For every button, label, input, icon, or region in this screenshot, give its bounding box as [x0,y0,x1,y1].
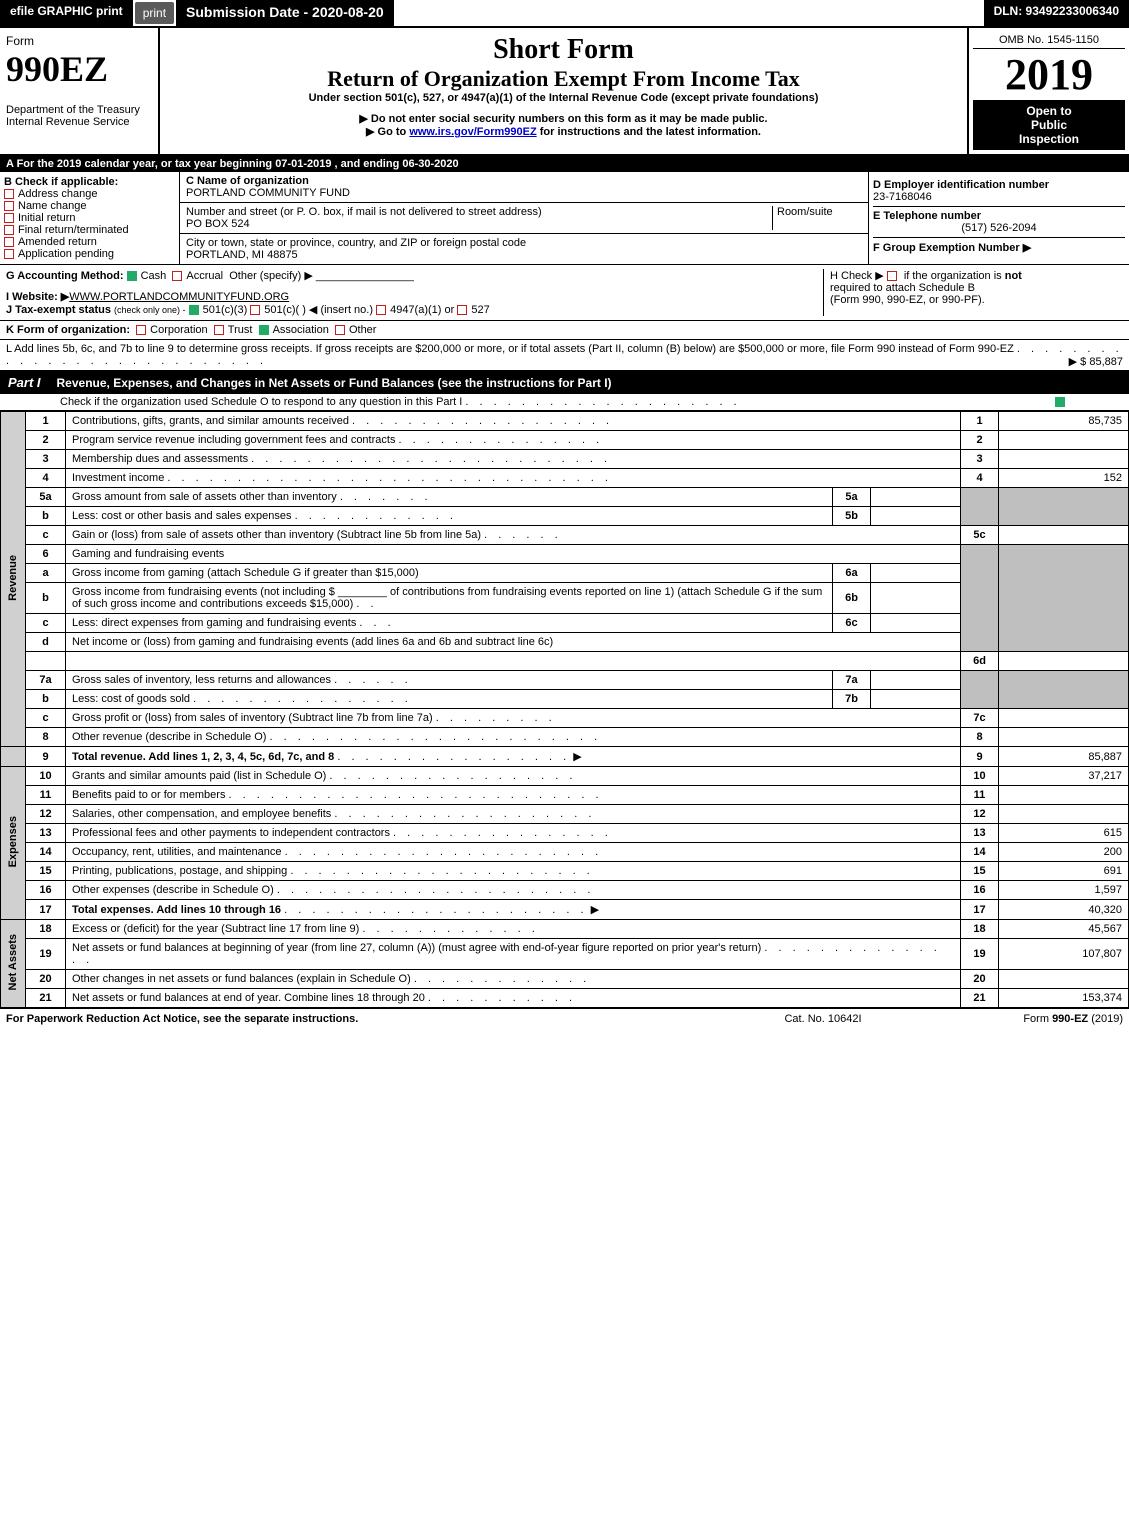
b-header: B Check if applicable: [4,176,175,188]
form-word: Form [6,34,152,48]
line-14-amt: 200 [999,843,1129,862]
under-section: Under section 501(c), 527, or 4947(a)(1)… [166,92,961,104]
c-street-label: Number and street (or P. O. box, if mail… [186,206,772,218]
section-a: A For the 2019 calendar year, or tax yea… [0,156,1129,172]
line-16-amt: 1,597 [999,881,1129,900]
form-number: 990EZ [6,48,152,90]
footer-left: For Paperwork Reduction Act Notice, see … [6,1013,723,1025]
return-title: Return of Organization Exempt From Incom… [166,66,961,92]
print-button[interactable]: print [135,2,174,24]
inspect-2: Public [977,118,1121,132]
l-amount: ▶ $ 85,887 [1069,355,1123,368]
chk-not-required[interactable] [887,271,897,281]
chk-cash[interactable] [127,271,137,281]
side-expenses: Expenses [1,767,26,920]
k-form-of-org: K Form of organization: Corporation Trus… [0,321,1129,340]
chk-527[interactable] [457,305,467,315]
line-15-amt: 691 [999,862,1129,881]
i-website: I Website: ▶WWW.PORTLANDCOMMUNITYFUND.OR… [6,290,823,303]
h-schedule-b: H Check ▶ if the organization is not req… [823,269,1123,316]
chk-assoc[interactable] [259,325,269,335]
tax-year: 2019 [973,49,1125,100]
line-13-amt: 615 [999,824,1129,843]
top-bar: efile GRAPHIC print print Submission Dat… [0,0,1129,28]
chk-name-change[interactable]: Name change [4,200,175,212]
g-accounting: G Accounting Method: Cash Accrual Other … [6,269,823,282]
side-revenue: Revenue [1,412,26,747]
chk-amended-return[interactable]: Amended return [4,236,175,248]
inspect-3: Inspection [977,132,1121,146]
c-city-label: City or town, state or province, country… [186,237,862,249]
e-tel: (517) 526-2094 [873,222,1125,234]
footer-cat: Cat. No. 10642I [723,1013,923,1025]
org-name: PORTLAND COMMUNITY FUND [186,187,862,199]
chk-501c[interactable] [250,305,260,315]
omb-number: OMB No. 1545-1150 [973,32,1125,49]
e-tel-label: E Telephone number [873,210,1125,222]
part-1-header: Part I Revenue, Expenses, and Changes in… [0,371,1129,394]
org-street: PO BOX 524 [186,218,772,230]
line-17-amt: 40,320 [999,900,1129,920]
irs-link[interactable]: www.irs.gov/Form990EZ [409,126,536,138]
chk-corp[interactable] [136,325,146,335]
chk-other-org[interactable] [335,325,345,335]
open-public-inspection: Open to Public Inspection [973,100,1125,150]
chk-schedule-o[interactable] [1055,397,1065,407]
submission-date: Submission Date - 2020-08-20 [176,0,394,26]
line-1-amt: 85,735 [999,412,1129,431]
c-room-label: Room/suite [777,206,862,218]
chk-501c3[interactable] [189,305,199,315]
chk-4947[interactable] [376,305,386,315]
line-9-amt: 85,887 [999,747,1129,767]
chk-initial-return[interactable]: Initial return [4,212,175,224]
c-name-label: C Name of organization [186,175,862,187]
section-b-thru-f: B Check if applicable: Address change Na… [0,172,1129,265]
line-4-amt: 152 [999,469,1129,488]
efile-label: efile GRAPHIC print [0,0,133,26]
d-ein-label: D Employer identification number [873,179,1125,191]
dept-line-2: Internal Revenue Service [6,116,152,128]
line-19-amt: 107,807 [999,939,1129,970]
side-net-assets: Net Assets [1,920,26,1008]
chk-final-return[interactable]: Final return/terminated [4,224,175,236]
line-10-amt: 37,217 [999,767,1129,786]
org-city: PORTLAND, MI 48875 [186,249,862,261]
form-header: Form 990EZ Department of the Treasury In… [0,28,1129,156]
part-1-sub: Check if the organization used Schedule … [0,394,1129,411]
f-group-label: F Group Exemption Number ▶ [873,241,1125,254]
goto-suffix: for instructions and the latest informat… [537,126,761,138]
main-table: Revenue 1Contributions, gifts, grants, a… [0,411,1129,1008]
chk-address-change[interactable]: Address change [4,188,175,200]
chk-application-pending[interactable]: Application pending [4,248,175,260]
page-footer: For Paperwork Reduction Act Notice, see … [0,1008,1129,1029]
goto-prefix: Go to [378,126,410,138]
line-21-amt: 153,374 [999,989,1129,1008]
dept-line-1: Department of the Treasury [6,104,152,116]
goto-line: ▶ Go to www.irs.gov/Form990EZ for instru… [166,125,961,138]
footer-right: Form 990-EZ (2019) [923,1013,1123,1025]
short-form-title: Short Form [166,34,961,66]
inspect-1: Open to [977,104,1121,118]
d-ein: 23-7168046 [873,191,1125,203]
website-url[interactable]: WWW.PORTLANDCOMMUNITYFUND.ORG [69,291,289,303]
chk-accrual[interactable] [172,271,182,281]
j-tax-exempt: J Tax-exempt status (check only one) - 5… [6,303,823,316]
dln-label: DLN: 93492233006340 [984,0,1129,26]
line-18-amt: 45,567 [999,920,1129,939]
l-gross-receipts: L Add lines 5b, 6c, and 7b to line 9 to … [0,340,1129,371]
chk-trust[interactable] [214,325,224,335]
ssn-warning: Do not enter social security numbers on … [166,112,961,125]
